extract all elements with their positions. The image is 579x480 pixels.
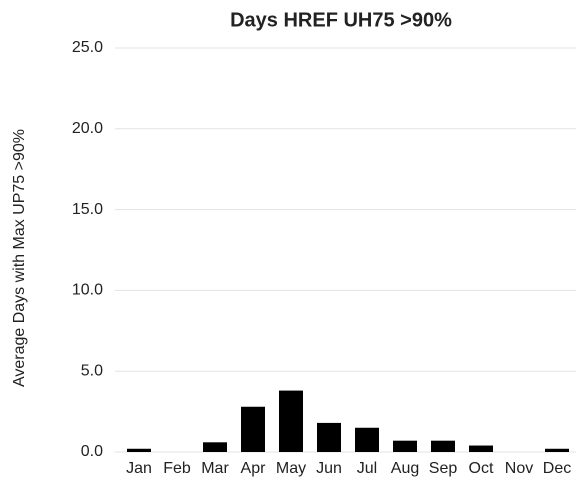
y-tick-label: 5.0 xyxy=(81,362,103,379)
bar xyxy=(241,406,265,452)
bar xyxy=(279,390,303,452)
bar xyxy=(469,445,493,452)
bar xyxy=(127,448,151,452)
x-tick-label: Dec xyxy=(543,460,571,477)
y-tick-label: 0.0 xyxy=(81,443,103,460)
y-tick-label: 20.0 xyxy=(72,120,103,137)
x-tick-label: Feb xyxy=(163,460,191,477)
bar xyxy=(431,440,455,452)
x-tick-label: May xyxy=(276,460,306,477)
x-tick-label: Jun xyxy=(316,460,342,477)
bar xyxy=(203,442,227,452)
x-tick-label: Aug xyxy=(391,460,419,477)
x-tick-label: Apr xyxy=(241,460,267,477)
x-tick-label: Jan xyxy=(126,460,152,477)
x-tick-label: Nov xyxy=(505,460,533,477)
y-axis-label: Average Days with Max UP75 >90% xyxy=(11,129,28,387)
bar xyxy=(317,422,341,452)
bar xyxy=(545,448,569,452)
chart-title: Days HREF UH75 >90% xyxy=(230,9,452,31)
x-tick-label: Sep xyxy=(429,460,458,477)
bar xyxy=(355,427,379,452)
y-tick-label: 25.0 xyxy=(72,39,103,56)
y-tick-label: 15.0 xyxy=(72,201,103,218)
bar xyxy=(393,440,417,452)
x-tick-label: Mar xyxy=(201,460,229,477)
y-tick-label: 10.0 xyxy=(72,282,103,299)
x-tick-label: Oct xyxy=(469,460,494,477)
x-tick-label: Jul xyxy=(357,460,377,477)
